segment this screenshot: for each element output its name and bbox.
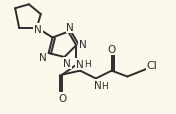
Text: N: N (64, 58, 71, 68)
Text: Cl: Cl (147, 60, 157, 70)
Text: O: O (58, 93, 67, 103)
Text: H: H (84, 60, 90, 69)
Text: N: N (39, 53, 47, 62)
Text: N: N (76, 59, 84, 69)
Text: O: O (108, 45, 116, 55)
Text: H: H (101, 81, 108, 90)
Text: N: N (94, 81, 102, 91)
Text: N: N (66, 23, 74, 32)
Text: N: N (79, 40, 87, 50)
Text: N: N (34, 25, 42, 34)
